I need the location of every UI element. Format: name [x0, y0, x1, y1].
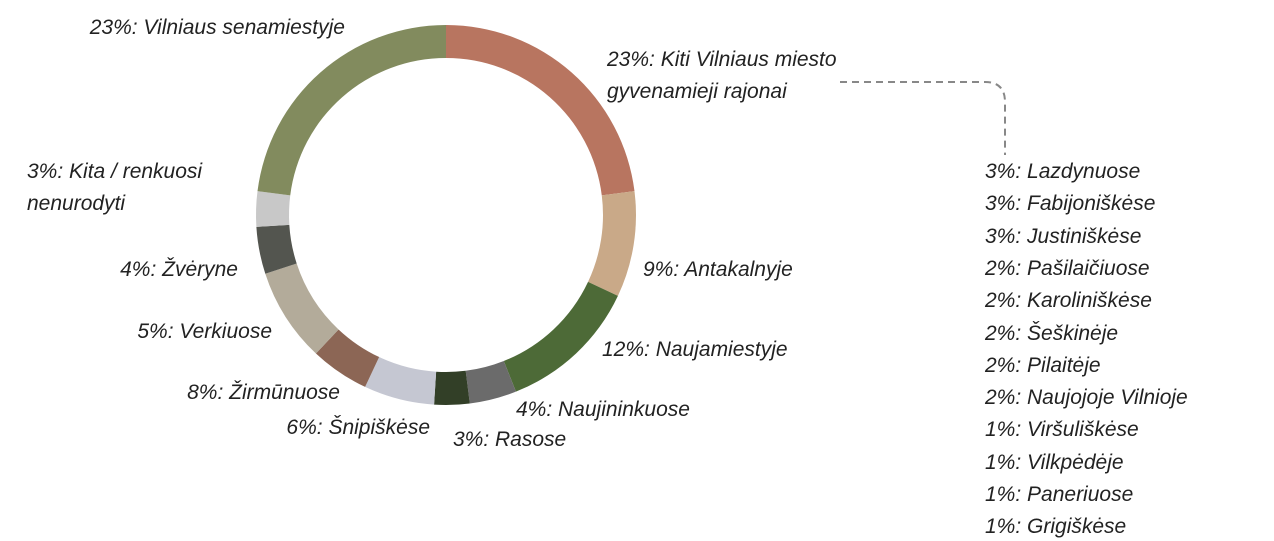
breakdown-item: 2%: Šeškinėje — [985, 321, 1119, 345]
segment-label: 4%: Naujininkuose — [516, 398, 690, 421]
segment-label: 9%: Antakalnyje — [643, 258, 793, 281]
breakdown-item: 1%: Vilkpėdėje — [985, 450, 1124, 474]
segment-label: 3%: Kita / renkuosi nenurodyti — [27, 160, 203, 215]
breakdown-item: 3%: Fabijoniškėse — [985, 192, 1156, 216]
segment-label: 23%: Kiti Vilniaus miesto gyvenamieji ra… — [607, 48, 837, 103]
donut-segment — [446, 25, 635, 196]
segment-label: 6%: Šnipiškėse — [286, 416, 430, 439]
donut-segment — [256, 191, 291, 227]
breakdown-item: 2%: Naujojoje Vilnioje — [985, 386, 1188, 410]
donut-segment — [365, 357, 437, 405]
donut-segment — [588, 191, 636, 296]
breakdown-item: 1%: Grigiškėse — [985, 515, 1127, 539]
segment-label: 12%: Naujamiestyje — [602, 338, 788, 361]
breakdown-item: 3%: Justiniškėse — [985, 224, 1142, 248]
breakdown-item: 2%: Karoliniškėse — [985, 289, 1152, 313]
segment-label: 3%: Rasose — [453, 428, 567, 451]
connector — [840, 81, 1006, 155]
donut-segment — [256, 224, 297, 274]
donut-segment — [315, 329, 380, 387]
segment-label: 4%: Žvėryne — [120, 258, 238, 281]
breakdown-item: 2%: Pilaitėje — [985, 353, 1101, 377]
donut-segment — [265, 263, 339, 354]
segment-label: 5%: Verkiuose — [137, 320, 272, 343]
donut-segment — [434, 370, 470, 406]
breakdown-item: 2%: Pašilaičiuose — [985, 256, 1150, 280]
donut-segment — [465, 360, 516, 404]
breakdown-item: 3%: Lazdynuose — [985, 160, 1141, 183]
donut-segment — [503, 281, 618, 392]
segment-label: 8%: Žirmūnuose — [187, 381, 340, 404]
donut-segment — [257, 25, 446, 196]
breakdown-item: 1%: Paneriuose — [985, 483, 1134, 506]
segment-label: 23%: Vilniaus senamiestyje — [89, 16, 345, 39]
breakdown-item: 1%: Viršuliškėse — [985, 418, 1139, 442]
